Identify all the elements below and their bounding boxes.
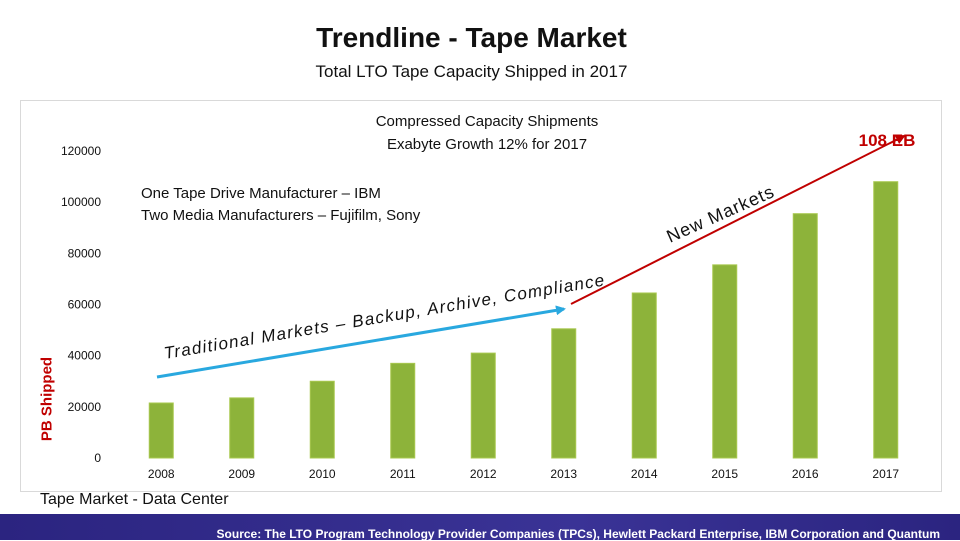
y-tick-label: 100000 xyxy=(61,195,101,209)
y-tick-label: 40000 xyxy=(68,349,102,363)
new-markets-label: New Markets xyxy=(663,181,777,246)
page-subtitle: Total LTO Tape Capacity Shipped in 2017 xyxy=(315,62,628,81)
y-tick-label: 120000 xyxy=(61,144,101,158)
manufacturers-line-1: One Tape Drive Manufacturer – IBM xyxy=(141,185,381,202)
y-tick-label: 0 xyxy=(94,451,101,465)
y-axis-ticks: 0 20000 40000 60000 80000 100000 120000 xyxy=(61,144,101,465)
x-tick-label: 2017 xyxy=(872,467,899,481)
source-bar: Source: The LTO Program Technology Provi… xyxy=(0,514,960,541)
y-tick-label: 60000 xyxy=(68,298,102,312)
chart-title-line-2: Exabyte Growth 12% for 2017 xyxy=(387,136,587,153)
x-tick-label: 2012 xyxy=(470,467,497,481)
bar-2015 xyxy=(712,264,738,459)
bar-series xyxy=(148,181,899,459)
x-tick-label: 2008 xyxy=(148,467,175,481)
x-tick-label: 2014 xyxy=(631,467,658,481)
bar-2014 xyxy=(631,292,657,459)
x-tick-label: 2011 xyxy=(390,467,416,481)
traditional-markets-label: Traditional Markets – Backup, Archive, C… xyxy=(163,270,607,363)
x-tick-label: 2013 xyxy=(550,467,577,481)
chart-container: 0 20000 40000 60000 80000 100000 120000 2008 20… xyxy=(20,100,942,492)
footer-label: Tape Market - Data Center xyxy=(40,491,229,508)
x-tick-label: 2009 xyxy=(228,467,255,481)
manufacturers-line-2: Two Media Manufacturers – Fujifilm, Sony xyxy=(141,207,421,224)
y-tick-label: 80000 xyxy=(68,246,102,260)
bar-2008 xyxy=(148,402,174,459)
bar-2010 xyxy=(309,380,335,459)
x-tick-label: 2016 xyxy=(792,467,819,481)
x-tick-label: 2010 xyxy=(309,467,336,481)
new-markets-arrow xyxy=(570,135,906,305)
x-axis-ticks: 2008 2009 2010 2011 2012 2013 2014 2015 2016 2017 xyxy=(148,467,900,481)
bar-2012 xyxy=(470,352,496,459)
page-title: Trendline - Tape Market xyxy=(316,22,627,53)
x-tick-label: 2015 xyxy=(711,467,738,481)
bar-2017 xyxy=(873,181,899,459)
source-text: Source: The LTO Program Technology Provi… xyxy=(216,527,940,541)
y-axis-title: PB Shipped xyxy=(38,356,56,442)
y-tick-label: 20000 xyxy=(68,400,102,414)
bar-2016 xyxy=(792,213,818,459)
bar-2011 xyxy=(390,362,416,459)
traditional-markets-arrow xyxy=(156,305,566,379)
bar-2009 xyxy=(229,397,255,459)
chart-title-line-1: Compressed Capacity Shipments xyxy=(376,113,599,130)
bar-2013 xyxy=(551,328,577,459)
peak-label: 108 EB xyxy=(859,131,916,150)
